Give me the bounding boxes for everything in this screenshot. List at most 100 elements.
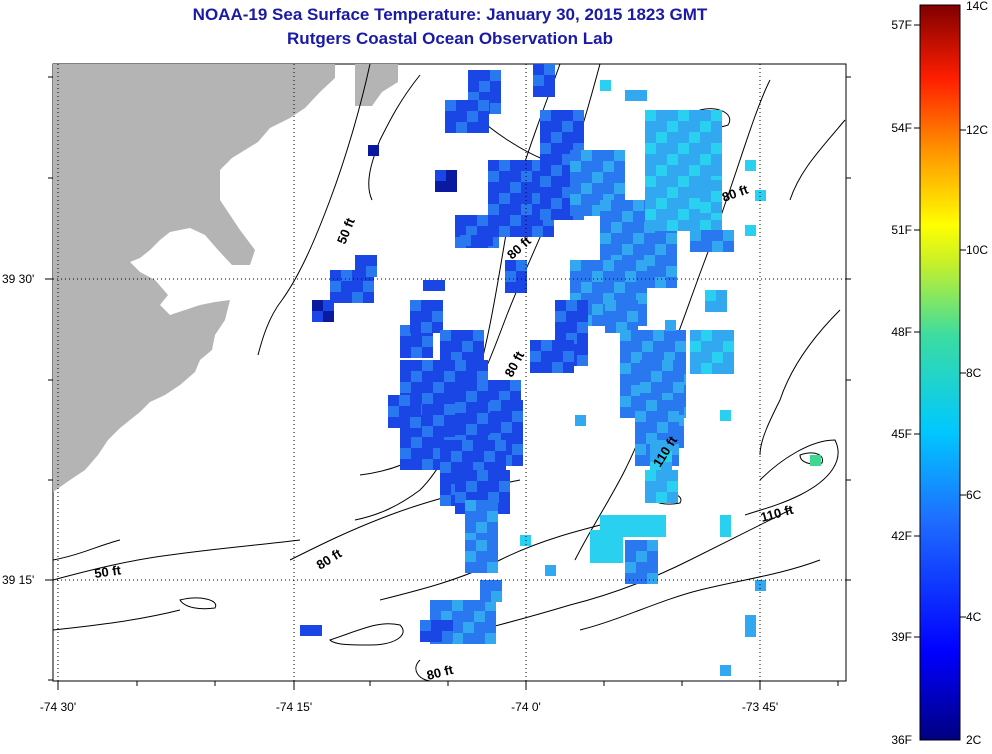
sst-pixel [422,415,433,426]
sst-pixel [678,110,689,121]
sst-pixel [577,355,588,366]
sst-pixel [400,360,411,371]
sst-pixel [516,260,527,271]
sst-pixel [635,433,646,444]
sst-pixel [444,382,455,393]
sst-pixel [647,573,658,584]
sst-pixel [355,255,366,266]
lon-label: -74 30' [40,700,76,714]
sst-pixel [431,620,442,631]
sst-pixel [633,244,644,255]
sst-pixel [476,551,487,562]
sst-pixel [581,194,592,205]
sst-pixel [614,150,625,161]
sst-pixel [479,70,490,81]
colorbar-f-label: 51F [891,223,912,237]
sst-pixel [488,470,499,481]
sst-pixel [689,154,700,165]
sst-pixel [664,330,675,341]
sst-pixel [510,160,521,171]
sst-pixel [667,110,678,121]
sst-pixel [499,160,510,171]
sst-pixel [477,492,488,503]
sst-pixel [455,391,466,402]
sst-pixel [440,462,451,473]
sst-pixel [488,237,499,248]
sst-pixel [655,266,666,277]
sst-pixel [543,226,554,237]
sst-pixel [541,351,552,362]
sst-pixel [723,241,734,252]
sst-pixel [668,400,679,411]
sst-pixel [635,411,646,422]
sst-pixel [655,244,666,255]
sst-pixel [636,573,647,584]
sst-pixel [433,371,444,382]
sst-pixel [456,111,467,122]
sst-pixel [566,322,577,333]
sst-pixel [711,121,722,132]
sst-pixel [720,665,731,676]
sst-pixel [490,92,501,103]
sst-pixel [689,220,700,231]
sst-pixel [633,515,644,526]
sst-pixel [592,161,603,172]
sst-pixel [653,352,664,363]
sst-pixel [712,341,723,352]
sst-pixel [455,360,466,371]
sst-pixel [590,552,601,563]
sst-pixel [645,198,656,209]
sst-pixel [421,322,432,333]
sst-pixel [562,176,573,187]
sst-pixel [510,391,521,402]
sst-pixel [516,271,527,282]
sst-pixel [488,226,499,237]
sst-pixel [366,266,377,277]
sst-pixel [745,626,756,637]
sst-pixel [662,371,673,382]
sst-pixel [701,352,712,363]
sst-pixel [422,426,433,437]
sst-pixel [433,426,444,437]
sst-pixel [487,522,498,533]
sst-pixel [456,100,467,111]
sst-pixel [620,330,631,341]
sst-pixel [477,481,488,492]
sst-pixel [452,611,463,622]
sst-pixel [645,209,656,220]
sst-pixel [455,215,466,226]
sst-pixel [530,340,541,351]
sst-pixel [363,292,374,303]
sst-pixel [540,121,551,132]
sst-pixel [701,330,712,341]
sst-pixel [700,143,711,154]
sst-pixel [690,241,701,252]
sst-pixel [656,198,667,209]
sst-pixel [701,341,712,352]
colorbar-c-label: 6C [966,488,982,502]
sst-pixel [646,422,657,433]
sst-pixel [551,209,562,220]
sst-pixel [440,473,451,484]
sst-pixel [673,393,684,404]
sst-pixel [400,426,411,437]
sst-pixel [530,351,541,362]
sst-pixel [462,352,473,363]
sst-pixel [540,110,551,121]
sst-pixel [611,211,622,222]
sst-pixel [678,198,689,209]
sst-pixel [480,580,491,591]
sst-pixel [656,481,667,492]
sst-pixel [620,352,631,363]
sst-pixel [581,205,592,216]
sst-pixel [650,462,661,473]
sst-pixel [720,526,731,537]
sst-pixel [488,481,499,492]
sst-pixel [562,121,573,132]
sst-pixel [661,451,672,462]
sst-pixel [690,230,701,241]
sst-pixel [551,132,562,143]
sst-pixel [711,110,722,121]
sst-pixel [633,233,644,244]
sst-pixel [501,444,512,455]
